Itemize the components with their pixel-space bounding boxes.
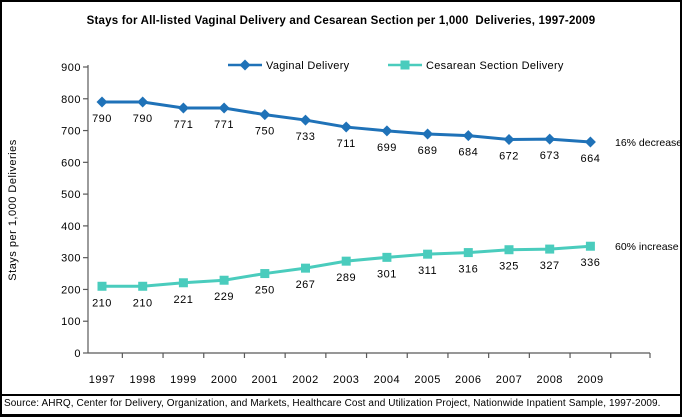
square-marker-cesarean-section-delivery	[219, 275, 229, 285]
legend-diamond-marker	[239, 59, 251, 71]
square-marker-cesarean-section-delivery	[301, 263, 310, 273]
diamond-marker-vaginal-delivery	[340, 121, 352, 133]
data-point-label: 733	[296, 131, 316, 143]
diamond-marker-vaginal-delivery	[300, 114, 311, 126]
diamond-marker-vaginal-delivery	[503, 133, 515, 145]
diamond-marker-vaginal-delivery	[422, 128, 434, 140]
diamond-marker-vaginal-delivery	[96, 96, 108, 108]
square-marker-cesarean-section-delivery	[341, 256, 351, 266]
y-tick-label: 0	[74, 348, 81, 360]
diamond-marker-vaginal-delivery	[544, 133, 556, 145]
y-tick-label: 600	[61, 157, 81, 169]
square-marker-cesarean-section-delivery	[545, 244, 555, 254]
data-point-label: 301	[377, 268, 397, 280]
x-tick-label: 2008	[536, 374, 562, 386]
y-tick-label: 500	[61, 189, 81, 201]
data-point-label: 711	[337, 138, 356, 150]
data-point-label: 316	[458, 264, 478, 276]
square-marker-cesarean-section-delivery	[463, 248, 473, 258]
diamond-marker-vaginal-delivery	[462, 130, 474, 142]
x-tick-label: 2000	[211, 374, 237, 386]
data-point-label: 771	[214, 119, 234, 131]
data-point-label: 790	[92, 113, 112, 125]
square-marker-cesarean-section-delivery	[504, 245, 514, 255]
data-point-label: 311	[418, 265, 437, 277]
x-tick-label: 1999	[170, 374, 196, 386]
data-point-label: 250	[255, 285, 275, 297]
y-tick-label: 100	[61, 316, 81, 328]
data-point-label: 771	[173, 119, 193, 131]
diamond-marker-vaginal-delivery	[177, 102, 189, 114]
x-tick-label: 2003	[333, 374, 359, 386]
data-point-label: 673	[540, 150, 560, 162]
x-tick-label: 2009	[577, 374, 603, 386]
y-tick-label: 200	[61, 284, 81, 296]
square-marker-cesarean-section-delivery	[382, 252, 392, 262]
x-tick-label: 2001	[252, 374, 278, 386]
square-marker-cesarean-section-delivery	[97, 281, 107, 291]
x-tick-label: 1997	[89, 374, 115, 386]
diamond-marker-vaginal-delivery	[381, 125, 393, 137]
x-tick-label: 2004	[374, 374, 400, 386]
square-marker-cesarean-section-delivery	[138, 281, 148, 291]
square-marker-cesarean-section-delivery	[178, 278, 188, 288]
y-tick-label: 300	[61, 253, 81, 265]
data-point-label: 229	[214, 291, 234, 303]
y-axis-title: Stays per 1,000 Deliveries	[7, 139, 19, 280]
legend-label-cesarean-section-delivery: Cesarean Section Delivery	[426, 60, 564, 72]
diamond-marker-vaginal-delivery	[218, 102, 230, 114]
chart-title: Stays for All-listed Vaginal Delivery an…	[86, 15, 596, 27]
diamond-marker-vaginal-delivery	[584, 136, 596, 148]
data-point-label: 684	[458, 147, 478, 159]
data-point-label: 221	[173, 294, 193, 306]
line-chart: 0 100 200 300 400 500 600 700 800 900 1997 1998 1999…	[7, 59, 680, 386]
series-annotation-cesarean-section-delivery: 60% increase	[615, 241, 679, 253]
data-point-label: 267	[296, 279, 316, 291]
data-point-label: 699	[377, 142, 397, 154]
diamond-marker-vaginal-delivery	[259, 109, 271, 121]
x-tick-label: 2006	[455, 374, 481, 386]
data-point-label: 790	[133, 113, 153, 125]
data-point-label: 210	[92, 297, 112, 309]
data-point-label: 336	[580, 257, 600, 269]
y-tick-label: 700	[61, 126, 81, 138]
y-tick-label: 400	[61, 221, 81, 233]
data-point-label: 327	[540, 260, 560, 272]
square-marker-cesarean-section-delivery	[260, 269, 270, 279]
x-tick-label: 2005	[414, 374, 440, 386]
diamond-marker-vaginal-delivery	[137, 96, 149, 108]
series-annotation-vaginal-delivery: 16% decrease	[615, 137, 680, 149]
y-tick-label: 800	[61, 94, 81, 106]
x-tick-label: 2007	[496, 374, 522, 386]
data-point-label: 750	[255, 126, 275, 138]
data-point-label: 689	[418, 145, 438, 157]
x-tick-label: 2002	[292, 374, 318, 386]
data-point-label: 325	[499, 261, 519, 273]
data-point-label: 664	[580, 153, 600, 165]
chart-area: 0 100 200 300 400 500 600 700 800 900 1997 1998 1999…	[2, 2, 680, 396]
legend-square-marker	[400, 60, 410, 70]
y-tick-label: 900	[61, 62, 81, 74]
data-point-label: 672	[499, 150, 519, 162]
data-point-label: 289	[336, 272, 356, 284]
square-marker-cesarean-section-delivery	[585, 241, 595, 251]
source-note: Source: AHRQ, Center for Delivery, Organ…	[2, 396, 680, 414]
data-point-label: 210	[133, 297, 153, 309]
square-marker-cesarean-section-delivery	[423, 249, 433, 259]
x-tick-label: 1998	[129, 374, 155, 386]
legend-label-vaginal-delivery: Vaginal Delivery	[266, 60, 350, 72]
